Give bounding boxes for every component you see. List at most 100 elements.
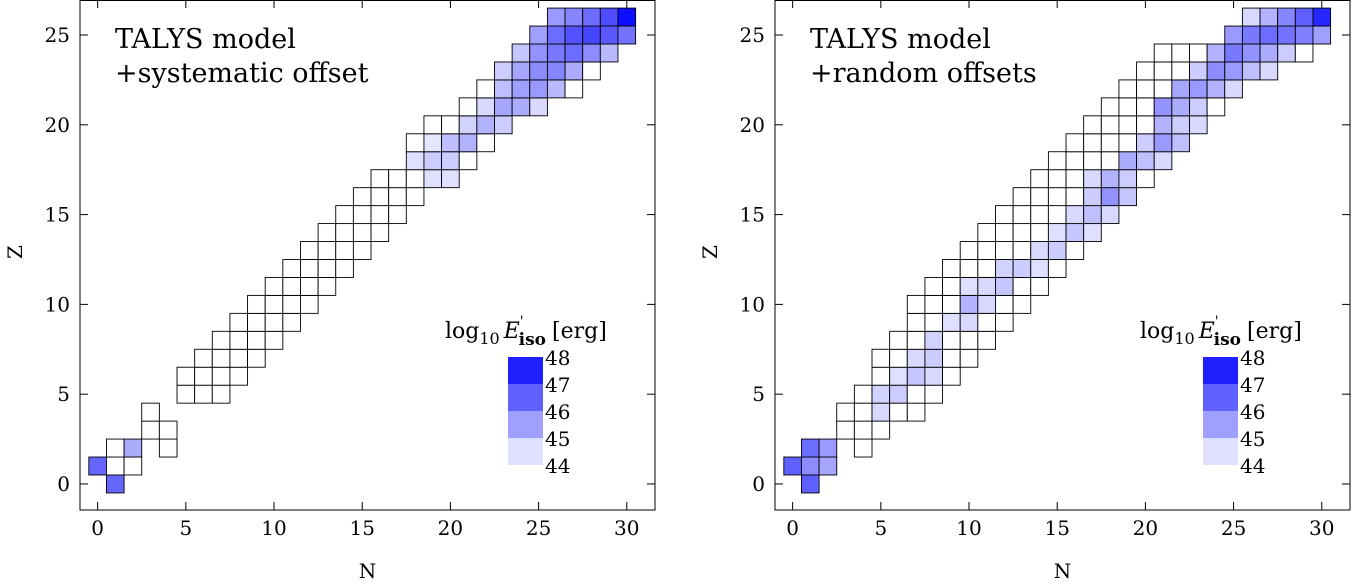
nuclide-cell — [801, 438, 820, 458]
nuclide-cell — [942, 294, 961, 314]
nuclide-cell — [546, 79, 566, 99]
nuclide-cell — [1312, 25, 1332, 45]
colorbar-label-var-sub: iso — [519, 330, 546, 350]
nuclide-cell — [229, 312, 249, 332]
nuclide-cell — [494, 115, 513, 135]
nuclide-cell — [959, 259, 979, 278]
y-tick-label: 5 — [57, 382, 70, 406]
nuclide-cell — [1171, 61, 1190, 81]
nuclide-cell — [1065, 151, 1085, 171]
nuclide-cell — [1277, 7, 1296, 27]
colorbar-label-prime: ' — [520, 314, 524, 330]
nuclide-cell — [1171, 79, 1190, 99]
nuclide-cell — [1294, 25, 1314, 45]
annotation: +random offsets — [810, 58, 1037, 89]
nuclide-cell — [300, 294, 319, 314]
nuclide-cell — [476, 133, 495, 153]
nuclide-cell — [1065, 205, 1085, 225]
colorbar-tick-label: 46 — [1240, 400, 1265, 424]
colorbar-block — [1203, 357, 1238, 384]
nuclide-cell — [1030, 187, 1049, 207]
nuclide-cell — [546, 61, 566, 81]
nuclide-cell — [176, 384, 196, 404]
nuclide-cell — [229, 366, 249, 386]
nuclide-cell — [282, 294, 301, 314]
nuclide-cell — [529, 25, 548, 45]
nuclide-cell — [1312, 7, 1332, 27]
nuclide-cell — [1118, 151, 1138, 171]
nuclide-cell — [370, 187, 390, 207]
nuclide-cell — [942, 312, 961, 332]
nuclide-cell — [388, 205, 407, 225]
colorbar-label-sub: 10 — [479, 329, 499, 348]
nuclide-cell — [1136, 115, 1155, 135]
nuclide-cell — [1012, 187, 1032, 207]
nuclide-cell — [942, 276, 961, 296]
nuclide-cell — [317, 241, 337, 260]
nuclide-cell — [617, 25, 637, 45]
nuclide-cell — [1083, 115, 1102, 135]
nuclide-cell — [853, 402, 873, 422]
nuclide-cell — [818, 438, 838, 458]
nuclide-cell — [1083, 169, 1102, 189]
nuclide-cell — [1012, 294, 1032, 314]
colorbar-label-base: log — [445, 319, 479, 344]
nuclide-cell — [1012, 223, 1032, 242]
nuclide-cell — [1136, 133, 1155, 153]
nuclide-cell — [1065, 223, 1085, 242]
nuclide-cell — [423, 133, 443, 153]
x-tick-label: 0 — [91, 516, 104, 540]
colorbar-label-var: E — [503, 319, 520, 344]
nuclide-cell — [247, 348, 266, 368]
y-tick-label: 20 — [45, 113, 70, 137]
nuclide-cell — [871, 402, 891, 422]
nuclide-cell — [1259, 43, 1279, 63]
nuclide-cell — [88, 456, 107, 476]
nuclide-cell — [906, 384, 926, 404]
nuclide-cell — [836, 420, 855, 440]
nuclide-cell — [335, 223, 354, 242]
nuclide-cell — [1012, 241, 1032, 260]
nuclide-cell — [405, 133, 425, 153]
nuclide-cell — [1241, 7, 1261, 27]
annotation: TALYS model — [810, 24, 991, 55]
nuclide-cell — [599, 7, 619, 27]
nuclide-cell — [264, 330, 284, 350]
nuclide-cell — [370, 223, 390, 242]
y-tick-label: 25 — [45, 23, 70, 47]
nuclide-cell — [458, 133, 478, 153]
nuclide-cell — [853, 438, 873, 458]
nuclide-cell — [1047, 169, 1067, 189]
x-axis-label: N — [1054, 559, 1072, 583]
nuclide-cell — [1189, 115, 1208, 135]
nuclide-cell — [1100, 187, 1120, 207]
nuclide-cell — [388, 169, 407, 189]
nuclide-cell — [194, 384, 213, 404]
nuclide-cell — [1241, 43, 1261, 63]
nuclide-cell — [995, 312, 1014, 332]
nuclide-cell — [977, 276, 996, 296]
x-tick-label: 0 — [786, 516, 799, 540]
y-tick-label: 10 — [45, 292, 70, 316]
nuclide-cell — [211, 384, 231, 404]
nuclide-cell — [282, 276, 301, 296]
colorbar-tick-label: 46 — [545, 400, 570, 424]
nuclide-cell — [942, 259, 961, 278]
nuclide-cell — [1100, 151, 1120, 171]
x-tick-label: 20 — [1133, 516, 1158, 540]
nuclide-cell — [564, 25, 584, 45]
nuclide-cell — [352, 241, 372, 260]
y-tick-label: 5 — [752, 382, 765, 406]
nuclide-cell — [123, 456, 143, 476]
nuclide-cell — [995, 205, 1014, 225]
nuclide-cell — [106, 474, 125, 494]
nuclide-cell — [511, 61, 531, 81]
nuclide-cell — [1153, 115, 1173, 135]
nuclide-cell — [942, 366, 961, 386]
nuclide-cell — [1136, 169, 1155, 189]
nuclide-cell — [529, 79, 548, 99]
nuclide-cell — [942, 330, 961, 350]
nuclide-cell — [458, 115, 478, 135]
colorbar-tick-label: 45 — [545, 427, 570, 451]
